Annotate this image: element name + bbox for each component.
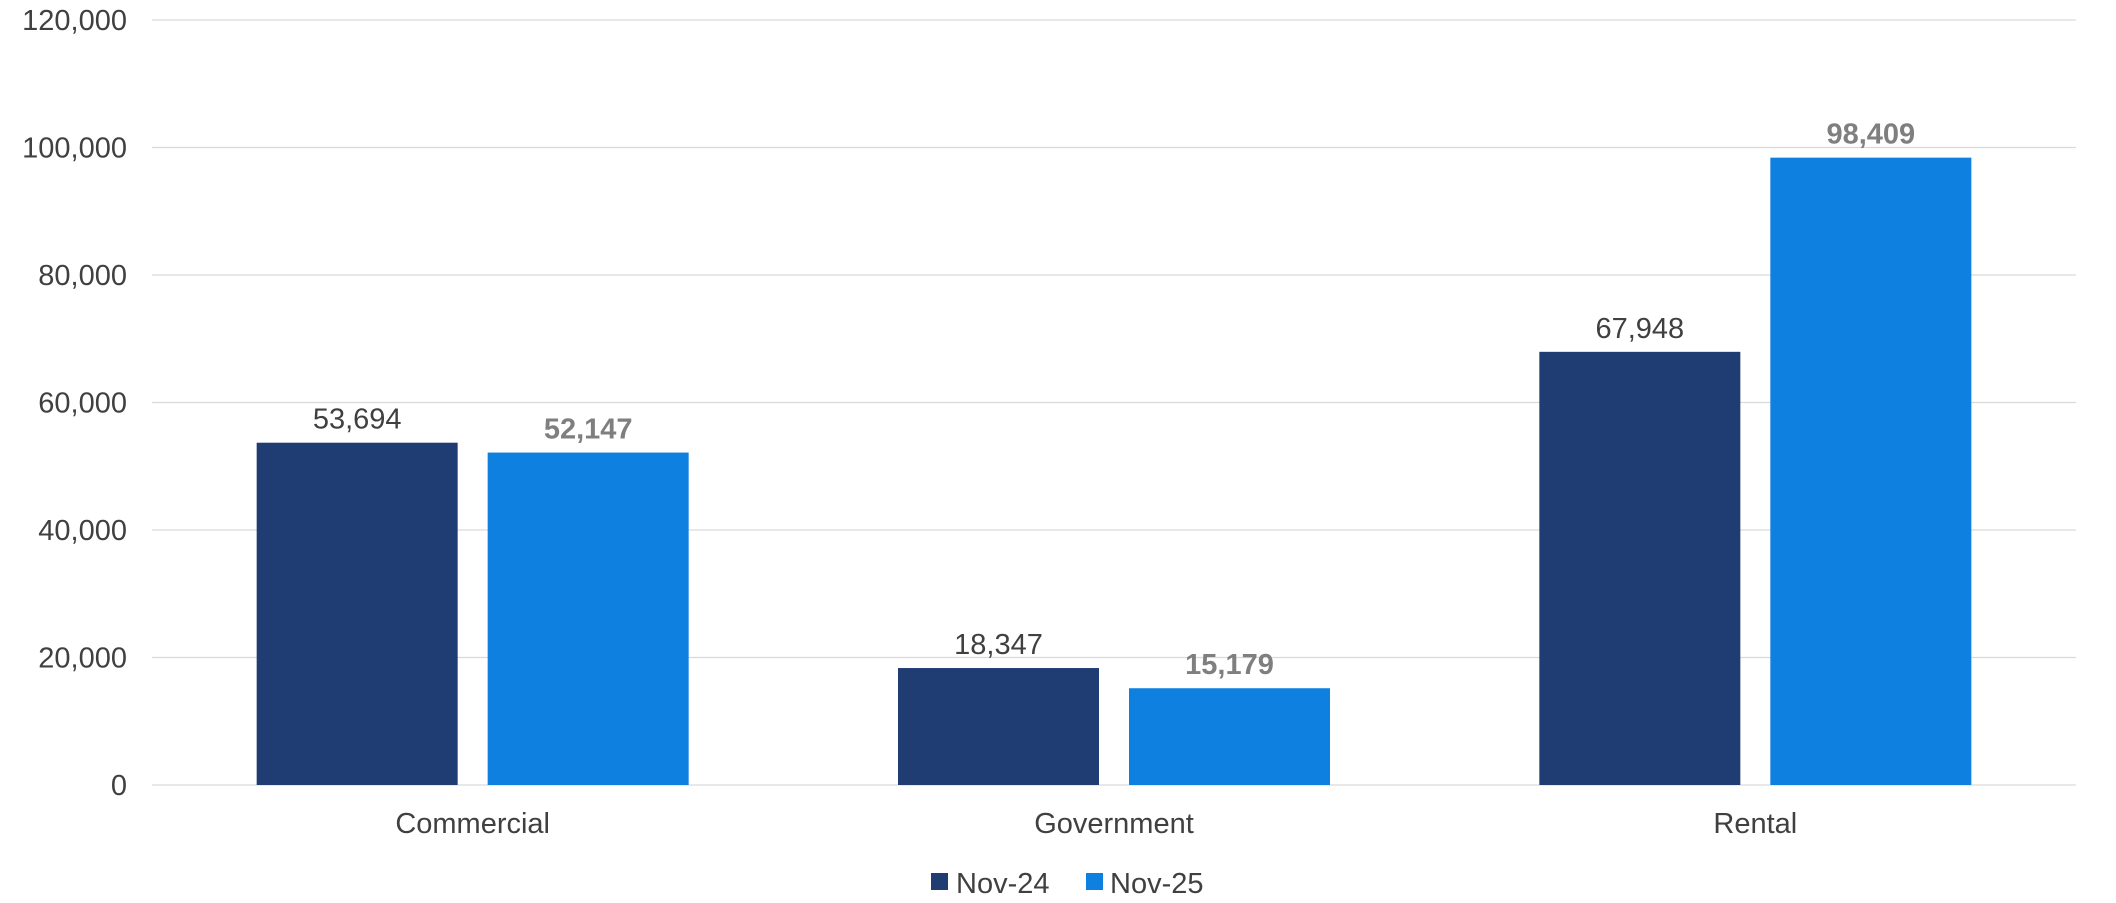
y-tick-label-0: 0 (111, 770, 127, 802)
y-tick-label-120000: 120,000 (22, 5, 127, 37)
data-labels: 53,694 52,147 18,347 15,179 67,948 98,409 (313, 119, 1915, 682)
y-axis-tick-labels: 0 20,000 40,000 60,000 80,000 100,000 120,000 (22, 5, 127, 802)
data-label-government-nov-24: 18,347 (954, 629, 1043, 661)
bar-rental-nov-24 (1539, 351, 1741, 785)
bar-rental-nov-25 (1770, 157, 1972, 785)
y-tick-label-80000: 80,000 (38, 260, 127, 292)
data-label-commercial-nov-25: 52,147 (544, 414, 633, 446)
bar-government-nov-25 (1129, 688, 1330, 785)
legend-swatch-nov-24 (931, 873, 948, 890)
legend: Nov-24 Nov-25 (931, 868, 1204, 900)
data-label-commercial-nov-24: 53,694 (313, 404, 402, 436)
data-label-rental-nov-25: 98,409 (1826, 119, 1915, 151)
data-label-rental-nov-24: 67,948 (1595, 313, 1684, 345)
legend-label-nov-25: Nov-25 (1110, 868, 1204, 898)
y-tick-label-20000: 20,000 (38, 643, 127, 675)
grid-lines (152, 19, 2076, 786)
y-tick-label-40000: 40,000 (38, 515, 127, 547)
x-axis-category-labels: Commercial Government Rental (395, 808, 1797, 840)
bar-commercial-nov-24 (256, 442, 458, 785)
bar-commercial-nov-25 (487, 452, 689, 785)
y-tick-label-60000: 60,000 (38, 388, 127, 420)
legend-label-nov-24: Nov-24 (956, 868, 1050, 898)
y-tick-label-100000: 100,000 (22, 133, 127, 165)
bar-government-nov-24 (898, 668, 1099, 785)
x-tick-label-government: Government (1034, 808, 1194, 840)
x-tick-label-rental: Rental (1713, 808, 1797, 840)
bars (256, 157, 1972, 785)
data-label-government-nov-25: 15,179 (1185, 649, 1274, 681)
legend-swatch-nov-25 (1086, 873, 1103, 890)
x-tick-label-commercial: Commercial (395, 808, 550, 840)
